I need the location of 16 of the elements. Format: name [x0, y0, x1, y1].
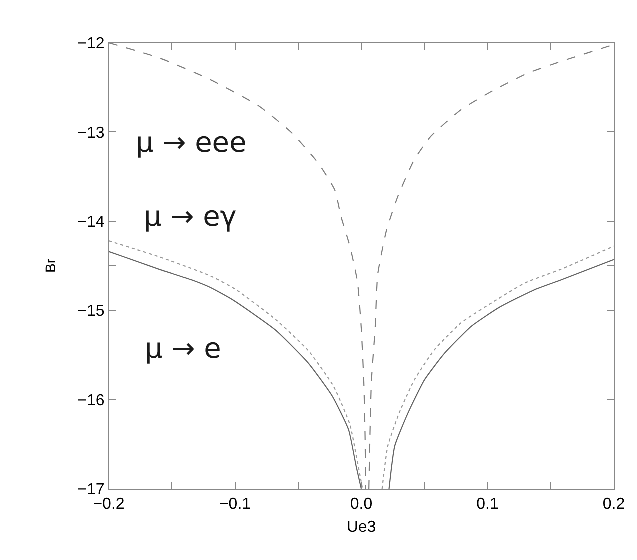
annotation: μ → eee	[136, 126, 247, 159]
annotation: μ → e	[145, 332, 222, 365]
y-tick-label: −16	[78, 392, 105, 410]
x-axis-title: Ue3	[346, 518, 376, 536]
x-tick-label: −0.2	[93, 496, 125, 514]
y-tick-label: −13	[78, 124, 105, 142]
x-tick-label: 0.0	[350, 496, 373, 514]
y-tick-label: −15	[78, 303, 105, 320]
x-tick-label: 0.1	[476, 496, 499, 514]
y-tick-label: −14	[78, 214, 105, 231]
y-tick-label: −17	[78, 482, 105, 499]
y-tick-label: −12	[78, 36, 105, 53]
x-tick-label: 0.2	[602, 496, 626, 514]
x-tick-label: −0.1	[219, 496, 252, 514]
y-axis-title: Br	[42, 258, 58, 273]
annotation: μ → eγ	[144, 200, 237, 233]
